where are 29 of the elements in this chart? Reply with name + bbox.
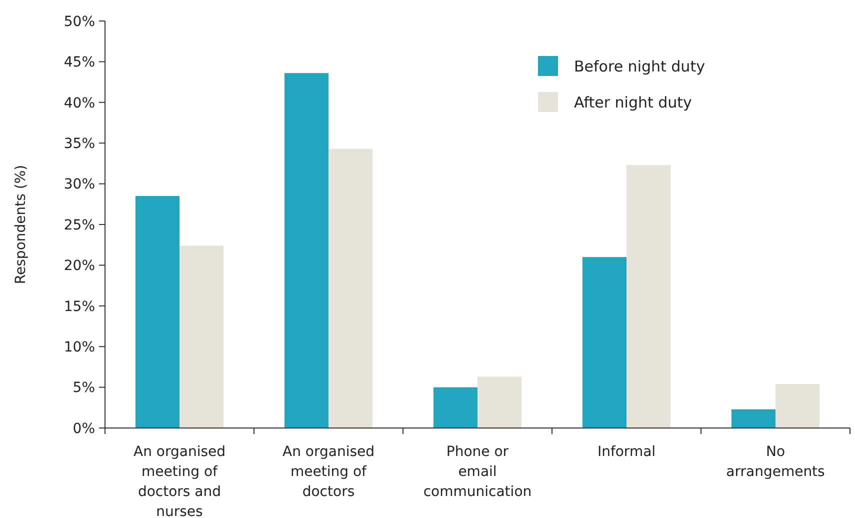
bar xyxy=(434,387,478,428)
y-tick-label: 25% xyxy=(64,217,95,234)
x-tick-label: Phone or email communication xyxy=(423,444,532,500)
y-tick-label: 10% xyxy=(64,340,95,356)
bar xyxy=(626,165,670,428)
y-tick-label: 35% xyxy=(64,136,95,152)
x-tick-label: An organised meeting of doctors xyxy=(282,444,374,500)
bar xyxy=(180,246,224,428)
y-tick-label: 30% xyxy=(64,176,95,193)
legend-label: After night duty xyxy=(574,93,692,112)
bar xyxy=(732,409,776,428)
y-tick-label: 50% xyxy=(64,14,95,30)
y-axis-title: Respondents (%) xyxy=(13,164,29,284)
bar xyxy=(328,148,372,428)
bar xyxy=(136,196,180,428)
bar xyxy=(582,257,626,428)
y-tick-label: 40% xyxy=(64,95,95,112)
y-tick-label: 45% xyxy=(64,54,95,71)
legend-label: Before night duty xyxy=(574,57,706,76)
bar xyxy=(478,376,522,428)
bar xyxy=(776,384,820,428)
x-tick-label: An organised meeting of doctors and nurses xyxy=(134,444,226,518)
bar xyxy=(284,73,328,428)
y-tick-label: 5% xyxy=(72,380,95,396)
x-tick-label: No arrangements xyxy=(726,444,825,480)
x-tick-label: Informal xyxy=(597,444,656,460)
y-tick-label: 15% xyxy=(64,298,95,315)
y-tick-label: 0% xyxy=(72,420,95,437)
y-tick-label: 20% xyxy=(64,258,95,274)
